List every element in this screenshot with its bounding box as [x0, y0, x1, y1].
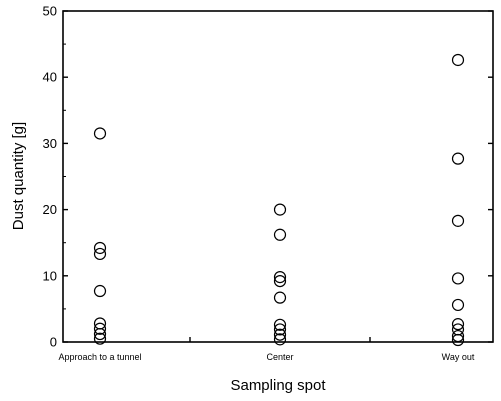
data-point [451, 272, 465, 285]
data-point [273, 203, 287, 216]
y-tick-label: 0 [50, 335, 57, 350]
data-point [93, 247, 107, 261]
data-point [93, 327, 107, 341]
data-point [273, 228, 287, 241]
data-point [93, 322, 107, 335]
data-point [273, 328, 287, 341]
data-point [451, 152, 465, 165]
data-point [273, 271, 287, 284]
y-axis-ticks: 0 10 20 30 40 50 [43, 4, 493, 350]
y-tick-label: 10 [43, 268, 57, 283]
data-point [93, 284, 107, 298]
data-point [273, 323, 287, 336]
x-category-label: Way out [442, 352, 475, 362]
data-point [93, 241, 107, 255]
data-point [451, 53, 465, 67]
data-point [451, 318, 465, 331]
x-category-label: Center [266, 352, 293, 362]
data-point [273, 274, 287, 288]
y-tick-label: 40 [43, 70, 57, 85]
data-point [451, 214, 465, 227]
data-point [451, 333, 465, 347]
data-point [451, 329, 465, 343]
y-tick-label: 50 [43, 4, 57, 19]
data-point [273, 291, 287, 304]
x-category-label: Approach to a tunnel [58, 352, 141, 362]
data-point [451, 298, 465, 312]
y-tick-label: 20 [43, 202, 57, 217]
x-axis-ticks: Approach to a tunnel Center Way out [58, 337, 475, 362]
data-point [273, 333, 287, 346]
y-tick-label: 30 [43, 136, 57, 151]
data-point [93, 332, 107, 345]
y-axis-title: Dust quantity [g] [10, 122, 27, 230]
data-point [93, 127, 107, 140]
data-point [273, 318, 287, 331]
data-points [93, 53, 465, 347]
x-axis-title: Sampling spot [230, 377, 326, 394]
